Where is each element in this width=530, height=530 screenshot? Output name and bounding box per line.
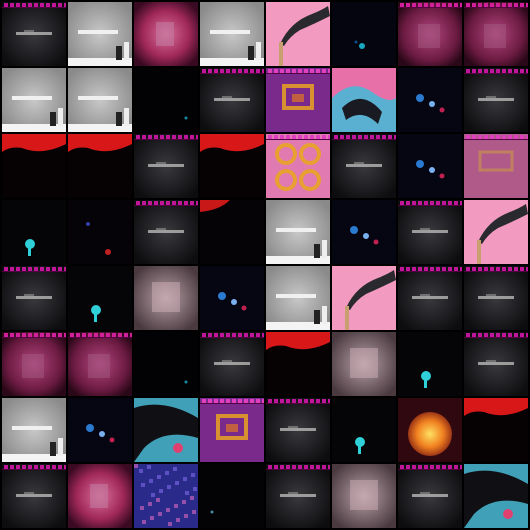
grid-tile-dark-gray-banner (2, 2, 66, 66)
grid-tile-dark-blue-speck (332, 2, 396, 66)
grid-tile-dark-gray-banner (2, 464, 66, 528)
grid-tile-gray-pink-blur (332, 464, 396, 528)
grid-tile-dark-gray-banner (398, 266, 462, 330)
grid-tile-gray-building (68, 2, 132, 66)
grid-tile-dark-gray-banner (464, 266, 528, 330)
grid-tile-dark-gray-banner (266, 464, 330, 528)
grid-tile-red-black (68, 134, 132, 198)
grid-tile-dark-gray-banner (398, 464, 462, 528)
grid-tile-gray-building (200, 2, 264, 66)
grid-tile-dark-gray-banner (398, 200, 462, 264)
grid-tile-dark-gray-banner (464, 332, 528, 396)
grid-tile-gray-pink-blur (134, 266, 198, 330)
grid-tile-dark-gray-banner (200, 68, 264, 132)
grid-tile-purple-ornament (266, 68, 330, 132)
grid-tile-pink-blur (134, 2, 198, 66)
grid-tile-cyan-black-swirl (134, 398, 198, 462)
grid-tile-gray-building (266, 266, 330, 330)
grid-tile-dark-gray-banner (2, 266, 66, 330)
grid-tile-purple-ornament (200, 398, 264, 462)
grid-tile-dark-blue-dots (68, 398, 132, 462)
grid-tile-dark-gray-banner (200, 332, 264, 396)
grid-tile-dark-red-speck (68, 200, 132, 264)
grid-tile-pink-smoke (464, 200, 528, 264)
grid-tile-gray-building (2, 68, 66, 132)
grid-tile-dark-gray-banner (464, 68, 528, 132)
grid-tile-pink-ornament (464, 134, 528, 198)
grid-tile-orange-rings (266, 134, 330, 198)
grid-tile-black (134, 68, 198, 132)
grid-tile-pink-blur (68, 464, 132, 528)
grid-tile-dark-gray-banner (266, 398, 330, 462)
grid-tile-dark-cyan-blob (332, 398, 396, 462)
grid-tile-dark-gray-banner (332, 134, 396, 198)
grid-tile-pink-smoke (266, 2, 330, 66)
grid-tile-gray-building (68, 68, 132, 132)
grid-tile-pink-blue-swirl (332, 68, 396, 132)
grid-tile-dark-blue-dots (332, 200, 396, 264)
grid-tile-magenta-blur (464, 2, 528, 66)
grid-tile-gray-building (266, 200, 330, 264)
grid-tile-orange-burst (398, 398, 462, 462)
grid-tile-dark-gray-banner (134, 200, 198, 264)
grid-tile-gray-pink-blur (332, 332, 396, 396)
grid-tile-red-black (464, 398, 528, 462)
grid-tile-dark-blue-dots (398, 68, 462, 132)
grid-tile-blue-purple-noise (134, 464, 198, 528)
grid-tile-dark-blue-dots (398, 134, 462, 198)
grid-tile-black (134, 332, 198, 396)
grid-tile-magenta-blur (2, 332, 66, 396)
grid-tile-gray-building (2, 398, 66, 462)
grid-tile-magenta-blur (398, 2, 462, 66)
grid-tile-dark-cyan-blob (68, 266, 132, 330)
grid-tile-cyan-black-swirl (464, 464, 528, 528)
grid-tile-magenta-blur (68, 332, 132, 396)
grid-tile-dark-red-corner (200, 200, 264, 264)
grid-tile-dark-cyan-blob (398, 332, 462, 396)
grid-tile-dark-blue-dots (200, 266, 264, 330)
grid-tile-red-black (200, 134, 264, 198)
grid-tile-red-black (2, 134, 66, 198)
grid-tile-pink-smoke (332, 266, 396, 330)
grid-tile-dark-gray-banner (134, 134, 198, 198)
grid-tile-dark-cyan-blob (2, 200, 66, 264)
grid-tile-red-black (266, 332, 330, 396)
grid-tile-dark-speck (200, 464, 264, 528)
